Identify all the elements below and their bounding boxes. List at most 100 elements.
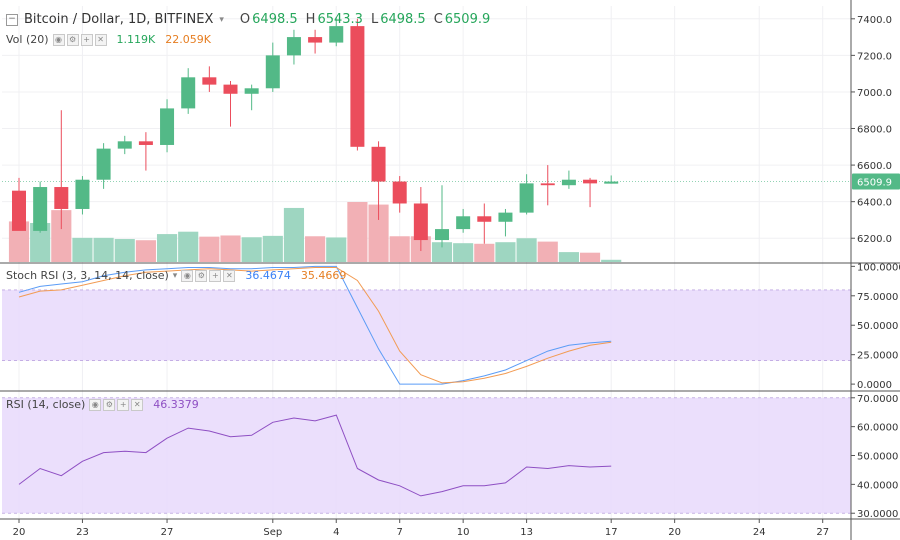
- volume-controls: ◉ ⚙ + ✕: [52, 33, 107, 46]
- rsi-band: [2, 397, 851, 514]
- volume-bar: [51, 210, 72, 262]
- high-label: H: [305, 12, 316, 27]
- collapse-icon[interactable]: −: [6, 13, 18, 26]
- symbol-title: Bitcoin / Dollar, 1D, BITFINEX: [24, 12, 214, 27]
- candle-body: [350, 26, 365, 147]
- volume-value-2: 22.059K: [165, 33, 211, 46]
- time-tick-label: 4: [333, 527, 339, 538]
- indicator-bands: [2, 289, 851, 514]
- candle-body: [223, 84, 238, 94]
- symbol-menu-icon[interactable]: ▾: [219, 14, 224, 25]
- stoch-name: Stoch RSI (3, 3, 14, 14, close): [6, 269, 169, 282]
- candle-body: [604, 181, 619, 184]
- settings-icon[interactable]: ⚙: [195, 269, 208, 282]
- candle-body: [583, 179, 598, 184]
- candle-body: [33, 187, 48, 231]
- volume-bar: [93, 237, 114, 262]
- candle-body: [456, 216, 471, 230]
- rsi-controls: ◉ ⚙ + ✕: [89, 398, 144, 411]
- candle-body: [413, 203, 428, 241]
- remove-icon[interactable]: ✕: [131, 398, 144, 411]
- stoch-tick-label: 50.0000: [857, 321, 898, 332]
- price-tick-label: 7200.0: [857, 51, 892, 62]
- rsi-tick-label: 60.0000: [857, 423, 898, 434]
- last-price-badge: [852, 173, 900, 190]
- grid-lines: [2, 6, 851, 519]
- high-value: 6543.3: [317, 12, 363, 27]
- rsi-legend: RSI (14, close) ◉ ⚙ + ✕ 46.3379: [6, 398, 199, 411]
- volume-bar: [114, 239, 135, 262]
- time-tick-label: 27: [816, 527, 829, 538]
- time-tick-label: 13: [520, 527, 533, 538]
- price-tick-label: 6800.0: [857, 125, 892, 136]
- symbol-legend: − Bitcoin / Dollar, 1D, BITFINEX ▾ O 6498…: [6, 12, 490, 27]
- close-label: C: [433, 12, 443, 27]
- candle-body: [54, 187, 69, 209]
- rsi-tick-label: 70.0000: [857, 394, 898, 405]
- volume-bar: [431, 242, 453, 262]
- volume-bar: [601, 259, 622, 262]
- candle-body: [202, 77, 217, 85]
- candle-body: [392, 181, 407, 204]
- volume-bar: [326, 237, 347, 262]
- stoch-tick-label: 0.0000: [857, 380, 892, 391]
- eye-icon[interactable]: ◉: [181, 269, 194, 282]
- candle-body: [498, 212, 513, 222]
- time-tick-label: 20: [13, 527, 26, 538]
- stoch-k-line: [18, 265, 612, 385]
- candles: [12, 16, 619, 252]
- volume-bar: [368, 204, 389, 262]
- price-tick-label: 7000.0: [857, 88, 892, 99]
- stoch-menu-icon[interactable]: ▾: [172, 270, 178, 281]
- stoch-d-value: 35.4669: [300, 269, 347, 282]
- rsi-value: 46.3379: [153, 398, 199, 411]
- candle-body: [540, 183, 555, 186]
- rsi-tick-label: 40.0000: [857, 480, 898, 491]
- candle-body: [138, 141, 153, 145]
- stoch-band: [2, 289, 851, 361]
- volume-bar: [135, 240, 156, 262]
- candle-body: [160, 108, 175, 145]
- time-tick-label: 10: [457, 527, 470, 538]
- add-icon[interactable]: +: [209, 269, 222, 282]
- volume-bar: [453, 243, 474, 262]
- volume-bar: [516, 238, 537, 262]
- settings-icon[interactable]: ⚙: [103, 398, 116, 411]
- stoch-legend: Stoch RSI (3, 3, 14, 14, close) ▾ ◉ ⚙ + …: [6, 269, 346, 282]
- volume-bar: [389, 236, 410, 262]
- eye-icon[interactable]: ◉: [52, 33, 65, 46]
- stoch-controls: ◉ ⚙ + ✕: [181, 269, 236, 282]
- time-tick-label: 7: [397, 527, 403, 538]
- add-icon[interactable]: +: [117, 398, 130, 411]
- volume-bars: [8, 202, 622, 262]
- settings-icon[interactable]: ⚙: [66, 33, 79, 46]
- candle-body: [435, 229, 449, 241]
- candle-body: [75, 179, 90, 209]
- candle-body: [181, 77, 196, 109]
- candle-body: [519, 183, 534, 213]
- volume-bar: [241, 237, 262, 262]
- volume-bar: [72, 237, 93, 262]
- remove-icon[interactable]: ✕: [94, 33, 107, 46]
- rsi-lines: [18, 414, 612, 497]
- price-tick-label: 6200.0: [857, 234, 892, 245]
- candle-body: [308, 37, 323, 43]
- rsi-tick-label: 30.0000: [857, 509, 898, 520]
- remove-icon[interactable]: ✕: [223, 269, 236, 282]
- volume-legend: Vol (20) ◉ ⚙ + ✕ 1.119K 22.059K: [6, 33, 211, 46]
- volume-bar: [156, 234, 178, 262]
- candle-body: [12, 190, 26, 231]
- volume-bar: [30, 222, 51, 262]
- rsi-name: RSI (14, close): [6, 398, 86, 411]
- stoch-lines: [18, 265, 612, 385]
- eye-icon[interactable]: ◉: [89, 398, 102, 411]
- time-tick-label: Sep: [263, 527, 282, 538]
- volume-bar: [262, 235, 283, 262]
- low-value: 6498.5: [380, 12, 426, 27]
- candle-body: [561, 179, 576, 186]
- rsi-tick-label: 50.0000: [857, 452, 898, 463]
- candle-body: [244, 88, 259, 94]
- add-icon[interactable]: +: [80, 33, 93, 46]
